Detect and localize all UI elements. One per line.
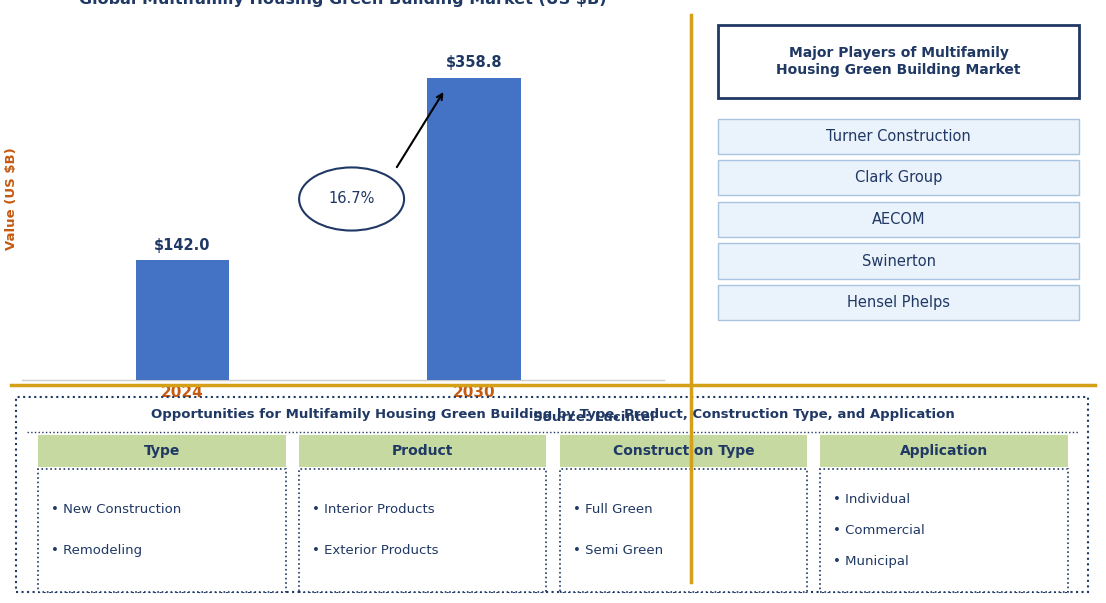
Text: Major Players of Multifamily
Housing Green Building Market: Major Players of Multifamily Housing Gre…	[776, 46, 1021, 77]
FancyBboxPatch shape	[718, 202, 1079, 237]
Text: • Interior Products: • Interior Products	[312, 503, 435, 516]
Text: Product: Product	[392, 444, 453, 458]
Text: • New Construction: • New Construction	[51, 503, 181, 516]
Text: Swinerton: Swinerton	[862, 253, 936, 268]
FancyBboxPatch shape	[821, 469, 1068, 592]
Text: • Commercial: • Commercial	[833, 524, 925, 537]
FancyBboxPatch shape	[718, 119, 1079, 154]
Text: Source: Lucintel: Source: Lucintel	[533, 411, 655, 424]
Text: Type: Type	[144, 444, 180, 458]
Text: Clark Group: Clark Group	[855, 170, 942, 185]
Bar	[136, 260, 229, 380]
Text: • Remodeling: • Remodeling	[51, 545, 143, 557]
Text: 16.7%: 16.7%	[328, 192, 375, 206]
FancyBboxPatch shape	[560, 469, 807, 592]
Text: Application: Application	[900, 444, 988, 458]
Text: • Municipal: • Municipal	[833, 555, 909, 567]
FancyBboxPatch shape	[821, 435, 1068, 467]
Text: • Semi Green: • Semi Green	[573, 545, 662, 557]
Text: • Full Green: • Full Green	[573, 503, 653, 516]
FancyBboxPatch shape	[718, 285, 1079, 320]
Text: Construction Type: Construction Type	[613, 444, 754, 458]
Text: Turner Construction: Turner Construction	[826, 128, 971, 144]
Text: $142.0: $142.0	[154, 238, 211, 253]
FancyBboxPatch shape	[718, 244, 1079, 279]
Ellipse shape	[299, 168, 404, 230]
Y-axis label: Value (US $B): Value (US $B)	[4, 148, 18, 250]
FancyBboxPatch shape	[38, 469, 285, 592]
FancyBboxPatch shape	[560, 435, 807, 467]
Text: $358.8: $358.8	[446, 55, 502, 71]
FancyBboxPatch shape	[718, 160, 1079, 195]
Text: Opportunities for Multifamily Housing Green Building by Type, Product, Construct: Opportunities for Multifamily Housing Gr…	[152, 408, 954, 421]
Text: AECOM: AECOM	[872, 212, 926, 227]
FancyBboxPatch shape	[299, 435, 546, 467]
Bar	[427, 78, 521, 380]
FancyBboxPatch shape	[38, 435, 285, 467]
Text: • Individual: • Individual	[833, 493, 910, 506]
Text: • Exterior Products: • Exterior Products	[312, 545, 438, 557]
FancyBboxPatch shape	[718, 25, 1079, 98]
Title: Global Multifamily Housing Green Building Market (US $B): Global Multifamily Housing Green Buildin…	[80, 0, 606, 7]
FancyBboxPatch shape	[299, 469, 546, 592]
Text: Hensel Phelps: Hensel Phelps	[847, 295, 950, 310]
